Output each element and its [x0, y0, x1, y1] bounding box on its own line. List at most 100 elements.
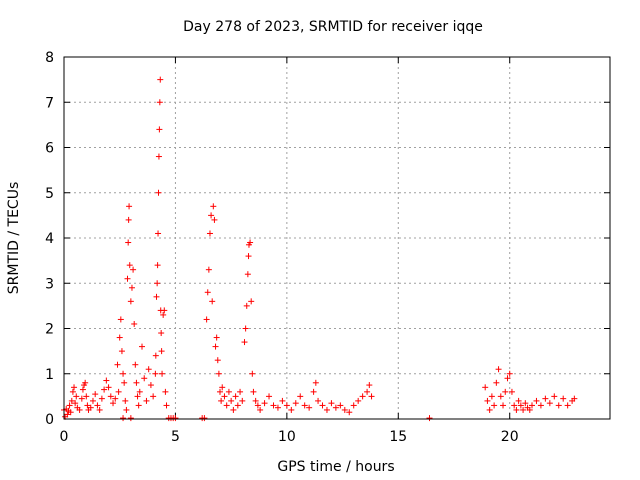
data-point — [364, 388, 371, 395]
data-point — [301, 402, 308, 409]
data-point — [124, 275, 131, 282]
data-point — [120, 370, 127, 377]
data-point — [210, 203, 217, 210]
y-tick-label: 5 — [45, 186, 54, 202]
data-point — [297, 393, 304, 400]
data-point — [533, 397, 540, 404]
data-point — [283, 402, 290, 409]
data-point — [245, 253, 252, 260]
data-point — [546, 400, 553, 407]
data-point — [172, 415, 179, 422]
data-point — [250, 388, 257, 395]
data-point — [522, 400, 529, 407]
data-point — [126, 203, 133, 210]
data-point — [500, 402, 507, 409]
data-point — [162, 388, 169, 395]
data-point — [101, 386, 108, 393]
data-point — [564, 402, 571, 409]
data-point — [76, 406, 83, 413]
data-point — [208, 212, 215, 219]
data-point — [64, 411, 71, 418]
data-point — [266, 393, 273, 400]
data-point — [133, 379, 140, 386]
data-point — [73, 393, 80, 400]
data-point — [125, 239, 132, 246]
chart-title: Day 278 of 2023, SRMTID for receiver iqq… — [183, 19, 483, 35]
data-point — [257, 406, 264, 413]
data-point — [306, 404, 313, 411]
data-point — [513, 406, 520, 413]
data-point — [153, 293, 160, 300]
data-point — [66, 402, 73, 409]
data-point — [145, 366, 152, 373]
data-point — [337, 402, 344, 409]
data-point — [78, 395, 85, 402]
data-point — [123, 406, 130, 413]
data-point — [116, 334, 123, 341]
data-point — [279, 397, 286, 404]
data-point — [89, 397, 96, 404]
data-point — [230, 406, 237, 413]
data-point — [107, 393, 114, 400]
data-point — [127, 415, 134, 422]
data-point — [292, 400, 299, 407]
data-point — [118, 348, 125, 355]
data-point — [310, 388, 317, 395]
data-point — [502, 388, 509, 395]
data-point — [141, 375, 148, 382]
y-tick-label: 4 — [45, 231, 54, 247]
plot-frame — [63, 56, 611, 420]
data-point — [125, 216, 132, 223]
y-tick-label: 8 — [45, 50, 54, 66]
data-point — [248, 298, 255, 305]
data-point — [323, 406, 330, 413]
data-point — [515, 397, 522, 404]
data-point — [71, 384, 78, 391]
data-point — [482, 384, 489, 391]
data-point — [127, 298, 134, 305]
data-point — [96, 406, 103, 413]
data-point — [155, 153, 162, 160]
tick-layer: 0 1 2 3 4 5 6 7 8 0 5 10 15 20 — [45, 50, 610, 445]
data-point — [218, 397, 225, 404]
data-point — [147, 382, 154, 389]
data-point — [346, 409, 353, 416]
data-point — [366, 382, 373, 389]
data-point — [234, 402, 241, 409]
data-point — [122, 397, 129, 404]
data-point — [117, 316, 124, 323]
data-point — [84, 402, 91, 409]
data-point — [225, 388, 232, 395]
data-point — [92, 391, 99, 398]
data-point — [223, 402, 230, 409]
data-point — [244, 271, 251, 278]
data-point — [69, 388, 76, 395]
data-point — [139, 343, 145, 350]
grid-layer — [64, 57, 610, 419]
data-point — [136, 388, 143, 395]
data-point — [110, 400, 117, 407]
data-point — [242, 325, 249, 332]
data-point — [495, 366, 502, 373]
data-point — [143, 397, 150, 404]
data-point — [203, 316, 210, 323]
data-point — [359, 393, 366, 400]
data-point — [332, 404, 339, 411]
y-tick-label: 1 — [45, 367, 54, 383]
data-point — [158, 330, 165, 337]
data-point — [94, 402, 101, 409]
data-point — [288, 406, 295, 413]
data-point — [87, 404, 94, 411]
data-point — [209, 298, 216, 305]
x-tick-label: 0 — [60, 429, 69, 445]
data-point — [112, 395, 119, 402]
data-point — [155, 230, 162, 237]
data-point — [105, 384, 112, 391]
data-point — [368, 393, 375, 400]
data-point — [221, 393, 228, 400]
data-point — [204, 289, 211, 296]
data-point — [571, 395, 578, 402]
data-point — [341, 406, 348, 413]
